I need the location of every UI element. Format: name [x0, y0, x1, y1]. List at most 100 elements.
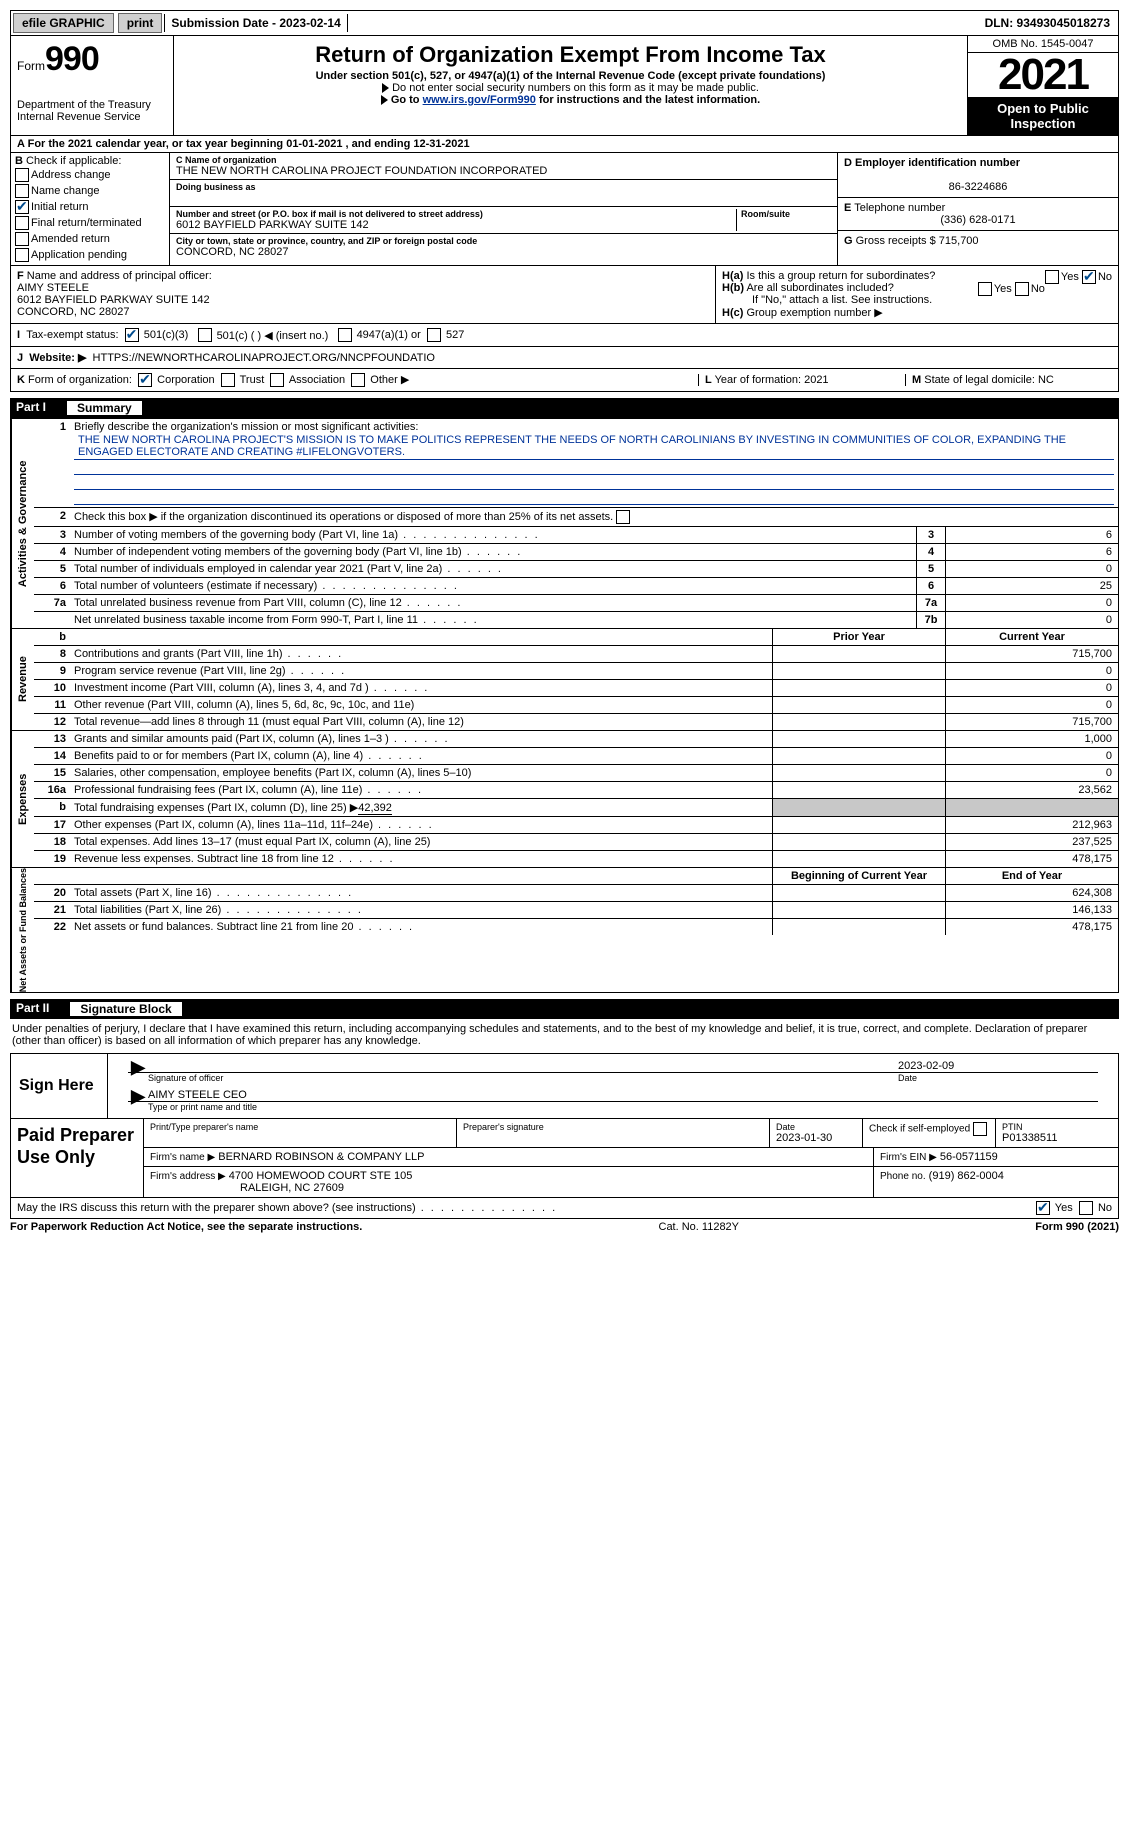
section-f: F Name and address of principal officer:…	[11, 266, 716, 323]
sign-block: Sign Here ▶2023-02-09 Signature of offic…	[10, 1053, 1119, 1119]
firm-phone-label: Phone no.	[880, 1171, 926, 1182]
print-button[interactable]: print	[118, 13, 163, 33]
firm-addr-label: Firm's address ▶	[150, 1171, 226, 1182]
dept-label: Department of the Treasury Internal Reve…	[17, 99, 167, 123]
val11: 0	[945, 697, 1118, 713]
line4: Number of independent voting members of …	[70, 544, 916, 560]
cb-self-employed[interactable]	[973, 1122, 987, 1136]
line15: Salaries, other compensation, employee b…	[70, 765, 772, 781]
side-activities: Activities & Governance	[11, 419, 34, 628]
ha-label: Is this a group return for subordinates?	[746, 270, 935, 282]
street-label: Number and street (or P.O. box if mail i…	[176, 209, 736, 219]
val10: 0	[945, 680, 1118, 696]
ha-yes[interactable]	[1045, 270, 1059, 284]
header-center: Return of Organization Exempt From Incom…	[174, 36, 967, 135]
cb-501c3[interactable]	[125, 328, 139, 342]
form-title: Return of Organization Exempt From Incom…	[178, 42, 963, 68]
cb-app-pending[interactable]: Application pending	[15, 247, 165, 263]
gross-value: 715,700	[939, 235, 979, 247]
val18: 237,525	[945, 834, 1118, 850]
firm-name-label: Firm's name ▶	[150, 1152, 215, 1163]
phone-value: (336) 628-0171	[844, 214, 1112, 226]
section-m: M State of legal domicile: NC	[905, 374, 1112, 386]
hb-yes[interactable]	[978, 282, 992, 296]
efile-button[interactable]: efile GRAPHIC	[13, 13, 114, 33]
cb-trust[interactable]	[221, 373, 235, 387]
line7b: Net unrelated business taxable income fr…	[70, 612, 916, 628]
sig-name-label: Type or print name and title	[148, 1102, 257, 1112]
section-deg: D Employer identification number 86-3224…	[837, 153, 1118, 265]
sig-date-label: Date	[898, 1073, 1098, 1083]
discuss-no[interactable]	[1079, 1201, 1093, 1215]
line8: Contributions and grants (Part VIII, lin…	[70, 646, 772, 662]
val6: 25	[945, 578, 1118, 594]
val8: 715,700	[945, 646, 1118, 662]
val17: 212,963	[945, 817, 1118, 833]
cb-name[interactable]: Name change	[15, 183, 165, 199]
ptin-label: PTIN	[1002, 1122, 1112, 1132]
cb-corp[interactable]	[138, 373, 152, 387]
submission-date: Submission Date - 2023-02-14	[164, 14, 347, 32]
page-footer: For Paperwork Reduction Act Notice, see …	[10, 1219, 1119, 1233]
section-j: J Website: ▶ HTTPS://NEWNORTHCAROLINAPRO…	[10, 347, 1119, 369]
discuss-yes[interactable]	[1036, 1201, 1050, 1215]
cb-final[interactable]: Final return/terminated	[15, 215, 165, 231]
section-a: A For the 2021 calendar year, or tax yea…	[10, 136, 1119, 153]
paid-title: Paid Preparer Use Only	[11, 1119, 144, 1197]
val15: 0	[945, 765, 1118, 781]
b-header: Check if applicable:	[26, 155, 121, 167]
cb-other[interactable]	[351, 373, 365, 387]
firm-ein: 56-0571159	[940, 1151, 998, 1163]
section-bcdeg: B Check if applicable: Address change Na…	[10, 153, 1119, 266]
tax-year: 2021	[968, 53, 1118, 97]
side-netassets: Net Assets or Fund Balances	[11, 868, 34, 992]
line3: Number of voting members of the governin…	[70, 527, 916, 543]
gross-label: Gross receipts $	[856, 235, 936, 247]
cb-4947[interactable]	[338, 328, 352, 342]
part2-header: Part II Signature Block	[10, 999, 1119, 1019]
prep-name-label: Print/Type preparer's name	[150, 1122, 450, 1132]
cb-501c[interactable]	[198, 328, 212, 342]
prep-date: 2023-01-30	[776, 1132, 856, 1144]
part1-header: Part I Summary	[10, 398, 1119, 418]
website-label: Website: ▶	[29, 351, 86, 364]
val7a: 0	[945, 595, 1118, 611]
cb-527[interactable]	[427, 328, 441, 342]
sig-officer-label: Signature of officer	[148, 1073, 898, 1083]
line14: Benefits paid to or for members (Part IX…	[70, 748, 772, 764]
cb-address[interactable]: Address change	[15, 167, 165, 183]
val20: 624,308	[945, 885, 1118, 901]
cb-assoc[interactable]	[270, 373, 284, 387]
discuss-text: May the IRS discuss this return with the…	[17, 1202, 557, 1214]
section-b: B Check if applicable: Address change Na…	[11, 153, 170, 265]
ha-no[interactable]	[1082, 270, 1096, 284]
end-year-hdr: End of Year	[945, 868, 1118, 884]
cb-line2[interactable]	[616, 510, 630, 524]
val13: 1,000	[945, 731, 1118, 747]
tax-status-label: Tax-exempt status:	[26, 329, 118, 341]
val22: 478,175	[945, 919, 1118, 935]
begin-year-hdr: Beginning of Current Year	[772, 868, 945, 884]
website-value: HTTPS://NEWNORTHCAROLINAPROJECT.ORG/NNCP…	[93, 352, 435, 364]
arrow-icon: ▶	[128, 1060, 148, 1072]
line7a: Total unrelated business revenue from Pa…	[70, 595, 916, 611]
form-label: Form	[17, 59, 45, 73]
hc-label: Group exemption number ▶	[746, 307, 882, 319]
val14: 0	[945, 748, 1118, 764]
cb-initial[interactable]: Initial return	[15, 199, 165, 215]
line17: Other expenses (Part IX, column (A), lin…	[70, 817, 772, 833]
org-name-label: Name of organization	[185, 155, 277, 165]
cb-amended[interactable]: Amended return	[15, 231, 165, 247]
firm-ein-label: Firm's EIN ▶	[880, 1152, 937, 1163]
irs-link[interactable]: www.irs.gov/Form990	[423, 94, 536, 106]
section-c: C Name of organization THE NEW NORTH CAR…	[170, 153, 837, 265]
hb-no[interactable]	[1015, 282, 1029, 296]
penalties-text: Under penalties of perjury, I declare th…	[10, 1019, 1119, 1051]
summary-table: Activities & Governance 1 Briefly descri…	[10, 418, 1119, 993]
form-ref: Form 990 (2021)	[1035, 1221, 1119, 1233]
prior-year-hdr: Prior Year	[772, 629, 945, 645]
ein-value: 86-3224686	[844, 181, 1112, 193]
phone-label: Telephone number	[854, 202, 945, 214]
officer-addr2: CONCORD, NC 28027	[17, 306, 129, 318]
line1-label: Briefly describe the organization's miss…	[74, 421, 418, 433]
